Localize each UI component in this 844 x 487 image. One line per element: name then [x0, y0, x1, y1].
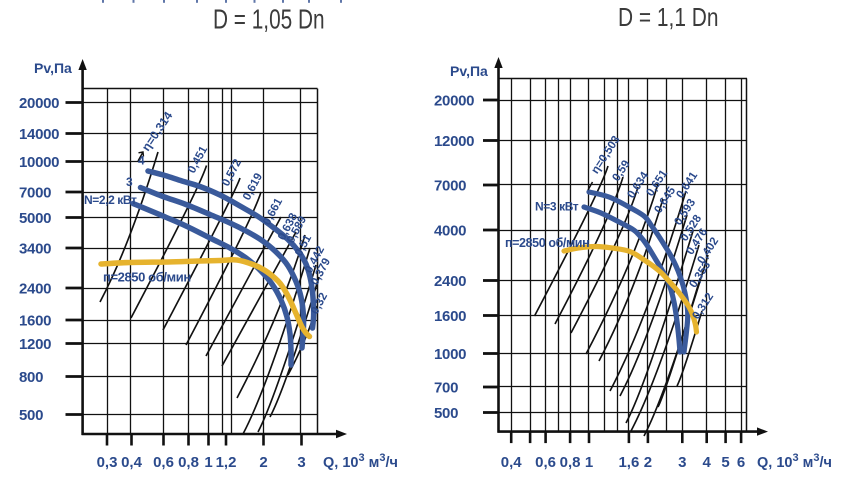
svg-text:Q, 103 м3/ч: Q, 103 м3/ч [757, 452, 832, 471]
svg-text:1,6: 1,6 [618, 454, 639, 471]
svg-text:20000: 20000 [434, 93, 474, 110]
svg-text:0,3: 0,3 [97, 454, 118, 471]
svg-text:0,4: 0,4 [501, 454, 523, 471]
svg-text:12000: 12000 [434, 133, 474, 150]
svg-text:3: 3 [126, 175, 133, 189]
svg-text:Pv,Па: Pv,Па [450, 63, 488, 79]
svg-text:10000: 10000 [19, 154, 59, 171]
svg-text:0,6: 0,6 [535, 454, 556, 471]
svg-text:2: 2 [644, 454, 652, 471]
svg-text:4000: 4000 [434, 223, 466, 240]
svg-text:4: 4 [703, 454, 712, 471]
svg-text:500: 500 [434, 405, 458, 422]
svg-text:5: 5 [721, 454, 729, 471]
svg-text:1600: 1600 [19, 313, 51, 330]
svg-text:1: 1 [204, 454, 212, 471]
svg-text:D = 1,05 Dn: D = 1,05 Dn [213, 5, 325, 35]
svg-text:1,2: 1,2 [216, 454, 237, 471]
svg-text:N=2,2 кВт: N=2,2 кВт [84, 193, 137, 207]
svg-text:3: 3 [297, 454, 305, 471]
svg-text:D = 1,1 Dn: D = 1,1 Dn [618, 3, 718, 31]
svg-text:500: 500 [19, 407, 43, 424]
svg-text:5000: 5000 [19, 210, 51, 227]
svg-text:п=2850 об/мин: п=2850 об/мин [103, 270, 191, 285]
svg-text:20000: 20000 [19, 95, 59, 112]
svg-text:1200: 1200 [19, 336, 51, 353]
svg-text:0,6: 0,6 [153, 454, 174, 471]
svg-text:6: 6 [737, 454, 745, 471]
svg-text:0,4: 0,4 [121, 454, 143, 471]
svg-text:0,8: 0,8 [178, 454, 199, 471]
svg-text:3400: 3400 [19, 241, 51, 258]
svg-text:2400: 2400 [434, 273, 466, 290]
svg-text:1600: 1600 [434, 308, 466, 325]
svg-text:700: 700 [434, 380, 458, 397]
svg-text:N=3 кВт: N=3 кВт [535, 200, 579, 214]
svg-text:2: 2 [259, 454, 267, 471]
svg-text:2400: 2400 [19, 281, 51, 298]
svg-text:Pv,Па: Pv,Па [34, 60, 72, 76]
svg-text:1000: 1000 [434, 346, 466, 363]
svg-text:4: 4 [138, 154, 145, 168]
svg-text:п=2850 об/мин: п=2850 об/мин [505, 236, 589, 250]
svg-text:0,8: 0,8 [560, 454, 581, 471]
svg-text:Q, 103 м3/ч: Q, 103 м3/ч [323, 452, 398, 471]
svg-text:7000: 7000 [434, 178, 466, 195]
svg-text:3: 3 [678, 454, 686, 471]
svg-text:1: 1 [585, 454, 593, 471]
svg-text:800: 800 [19, 369, 43, 386]
svg-text:14000: 14000 [19, 126, 59, 143]
svg-text:7000: 7000 [19, 185, 51, 202]
